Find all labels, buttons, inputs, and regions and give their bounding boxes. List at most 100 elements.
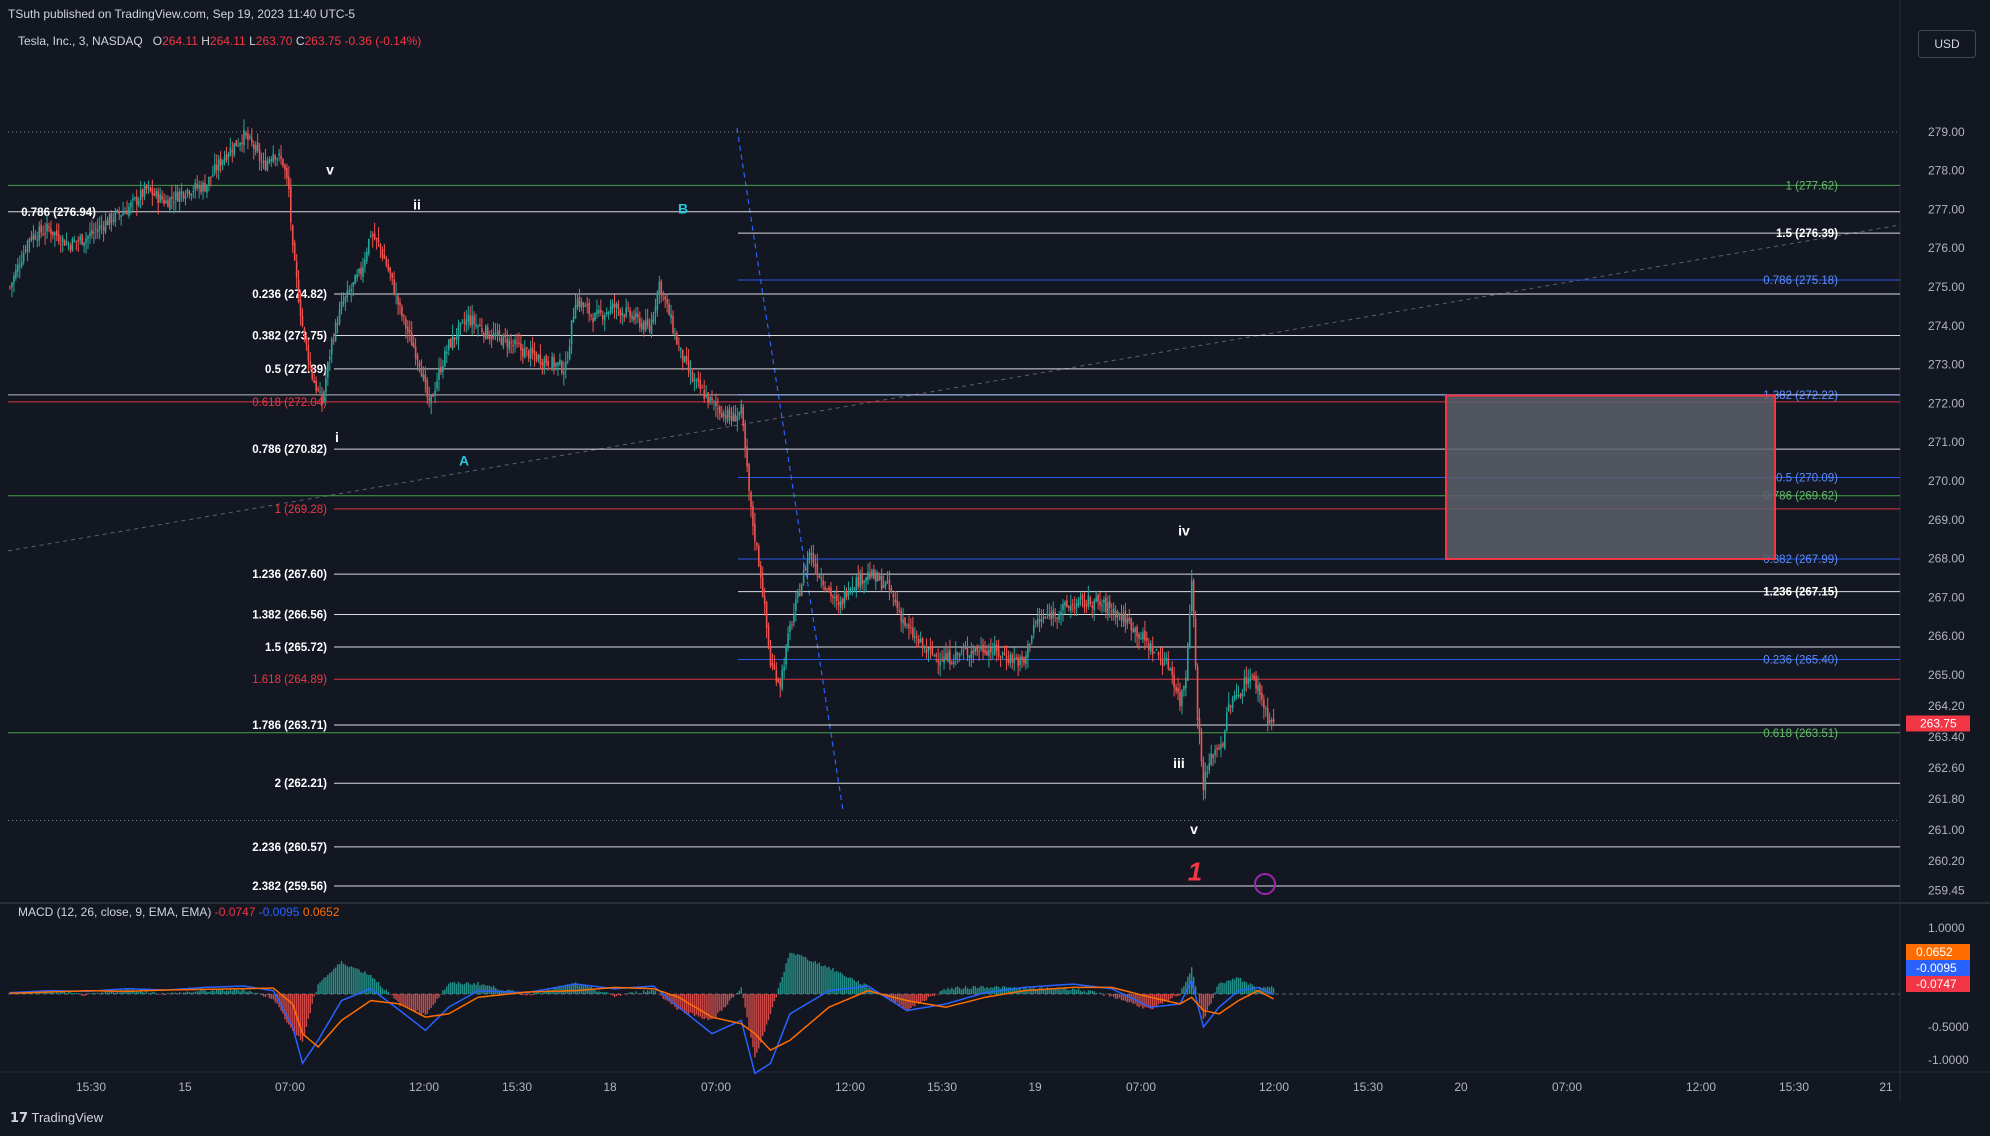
candle-body [1177,688,1179,693]
candle-body [637,313,639,318]
candle-body [851,587,854,589]
candle-body [582,302,585,307]
candle-body [395,293,397,295]
macd-line [9,978,1274,1075]
candle-body [972,650,975,654]
candle-body [459,322,462,326]
candle-body [830,587,832,596]
candle-body [1046,613,1049,615]
candle-body [631,315,633,319]
candle-body [662,292,665,295]
candle-body [910,627,912,629]
symbol-legend[interactable]: Tesla, Inc., 3, NASDAQ O264.11 H264.11 L… [18,34,421,48]
wave-label: ii [413,196,421,212]
candle-body [1216,748,1218,750]
fib-level-label: 0.618 (263.51) [1763,728,1838,740]
candle-body [1239,694,1242,697]
candle-body [196,184,198,189]
time-tick-label: 15:30 [1353,1080,1383,1094]
open-label: O [152,34,163,48]
candle-body [42,234,44,236]
candle-body [502,334,505,347]
candle-body [1118,612,1121,616]
candle-body [143,185,146,197]
candle-body [650,319,653,334]
candle-body [418,361,421,367]
candle-body [54,232,56,236]
time-axis[interactable]: 15:30 15 07:00 12:00 15:30 18 07:00 12:00 15:30 1… [76,1080,1893,1094]
candle-body [1185,677,1187,689]
currency-button[interactable]: USD [1918,30,1976,58]
candle-body [506,338,509,347]
candle-body [1058,614,1060,620]
candle-body [939,661,941,666]
target-zone-box [1445,394,1776,560]
candle-body [1171,667,1173,676]
candle-body [110,212,113,224]
candle-body [765,602,768,628]
candle-body [703,389,705,399]
candle-body [317,388,319,391]
candle-body [26,240,29,253]
candle-body [22,252,25,262]
candle-body [781,669,783,690]
candle-body [617,304,620,309]
candle-body [342,302,345,304]
candle-body [1153,652,1156,654]
candle-body [463,322,466,324]
candle-body [1036,619,1039,625]
candle-body [217,159,220,171]
candle-body [1066,600,1068,607]
price-axis[interactable]: 279.00 278.00 277.00 276.00 275.00 274.00 273.… [1906,125,1970,897]
candle-body [1140,637,1142,640]
tradingview-logo[interactable]: 𝟭𝟳 TradingView [10,1110,103,1126]
tv-brand-text: TradingView [31,1110,104,1125]
candle-body [748,464,750,491]
wave-label: i [335,429,339,445]
candle-body [258,149,261,162]
fib-level-label: 1.5 (276.39) [1776,228,1838,240]
candle-body [791,624,793,626]
candle-body [958,654,961,657]
candle-body [428,397,431,401]
price-tick-label: 261.80 [1928,792,1965,806]
candle-body [1034,621,1037,623]
candle-body [672,316,674,333]
candle-body [366,251,368,261]
candle-body [348,290,351,292]
candle-body [553,357,555,368]
fib-level-label: 0.786 (270.82) [252,444,327,456]
candle-body [906,624,908,626]
candle-body [1222,743,1224,746]
candle-body [407,326,409,333]
candle-body [389,267,392,274]
candle-body [713,401,715,403]
candle-body [537,354,540,360]
macd-legend[interactable]: MACD (12, 26, close, 9, EMA, EMA) -0.074… [18,905,340,919]
candle-body [689,371,692,374]
candle-body [1068,606,1070,609]
candle-body [1105,597,1107,613]
candle-body [278,153,280,156]
candle-body [564,361,567,371]
candle-body [190,194,193,196]
price-tick-label: 271.00 [1928,435,1965,449]
price-tick-label: 259.45 [1928,883,1965,897]
candle-body [239,142,241,146]
candle-body [828,587,830,590]
candle-body [28,238,31,242]
candle-body [1013,658,1016,664]
candle-body [399,302,401,306]
candle-body [522,348,524,357]
candle-body [613,304,616,308]
candle-body [330,338,333,355]
candle-body [732,412,735,421]
candle-body [104,220,107,233]
fib-level-label: 1.236 (267.60) [252,569,327,581]
price-tick-label: 260.20 [1928,854,1965,868]
candle-body [173,201,175,203]
candle-body [1103,599,1105,603]
candle-body [455,337,458,339]
candle-body [362,266,364,277]
